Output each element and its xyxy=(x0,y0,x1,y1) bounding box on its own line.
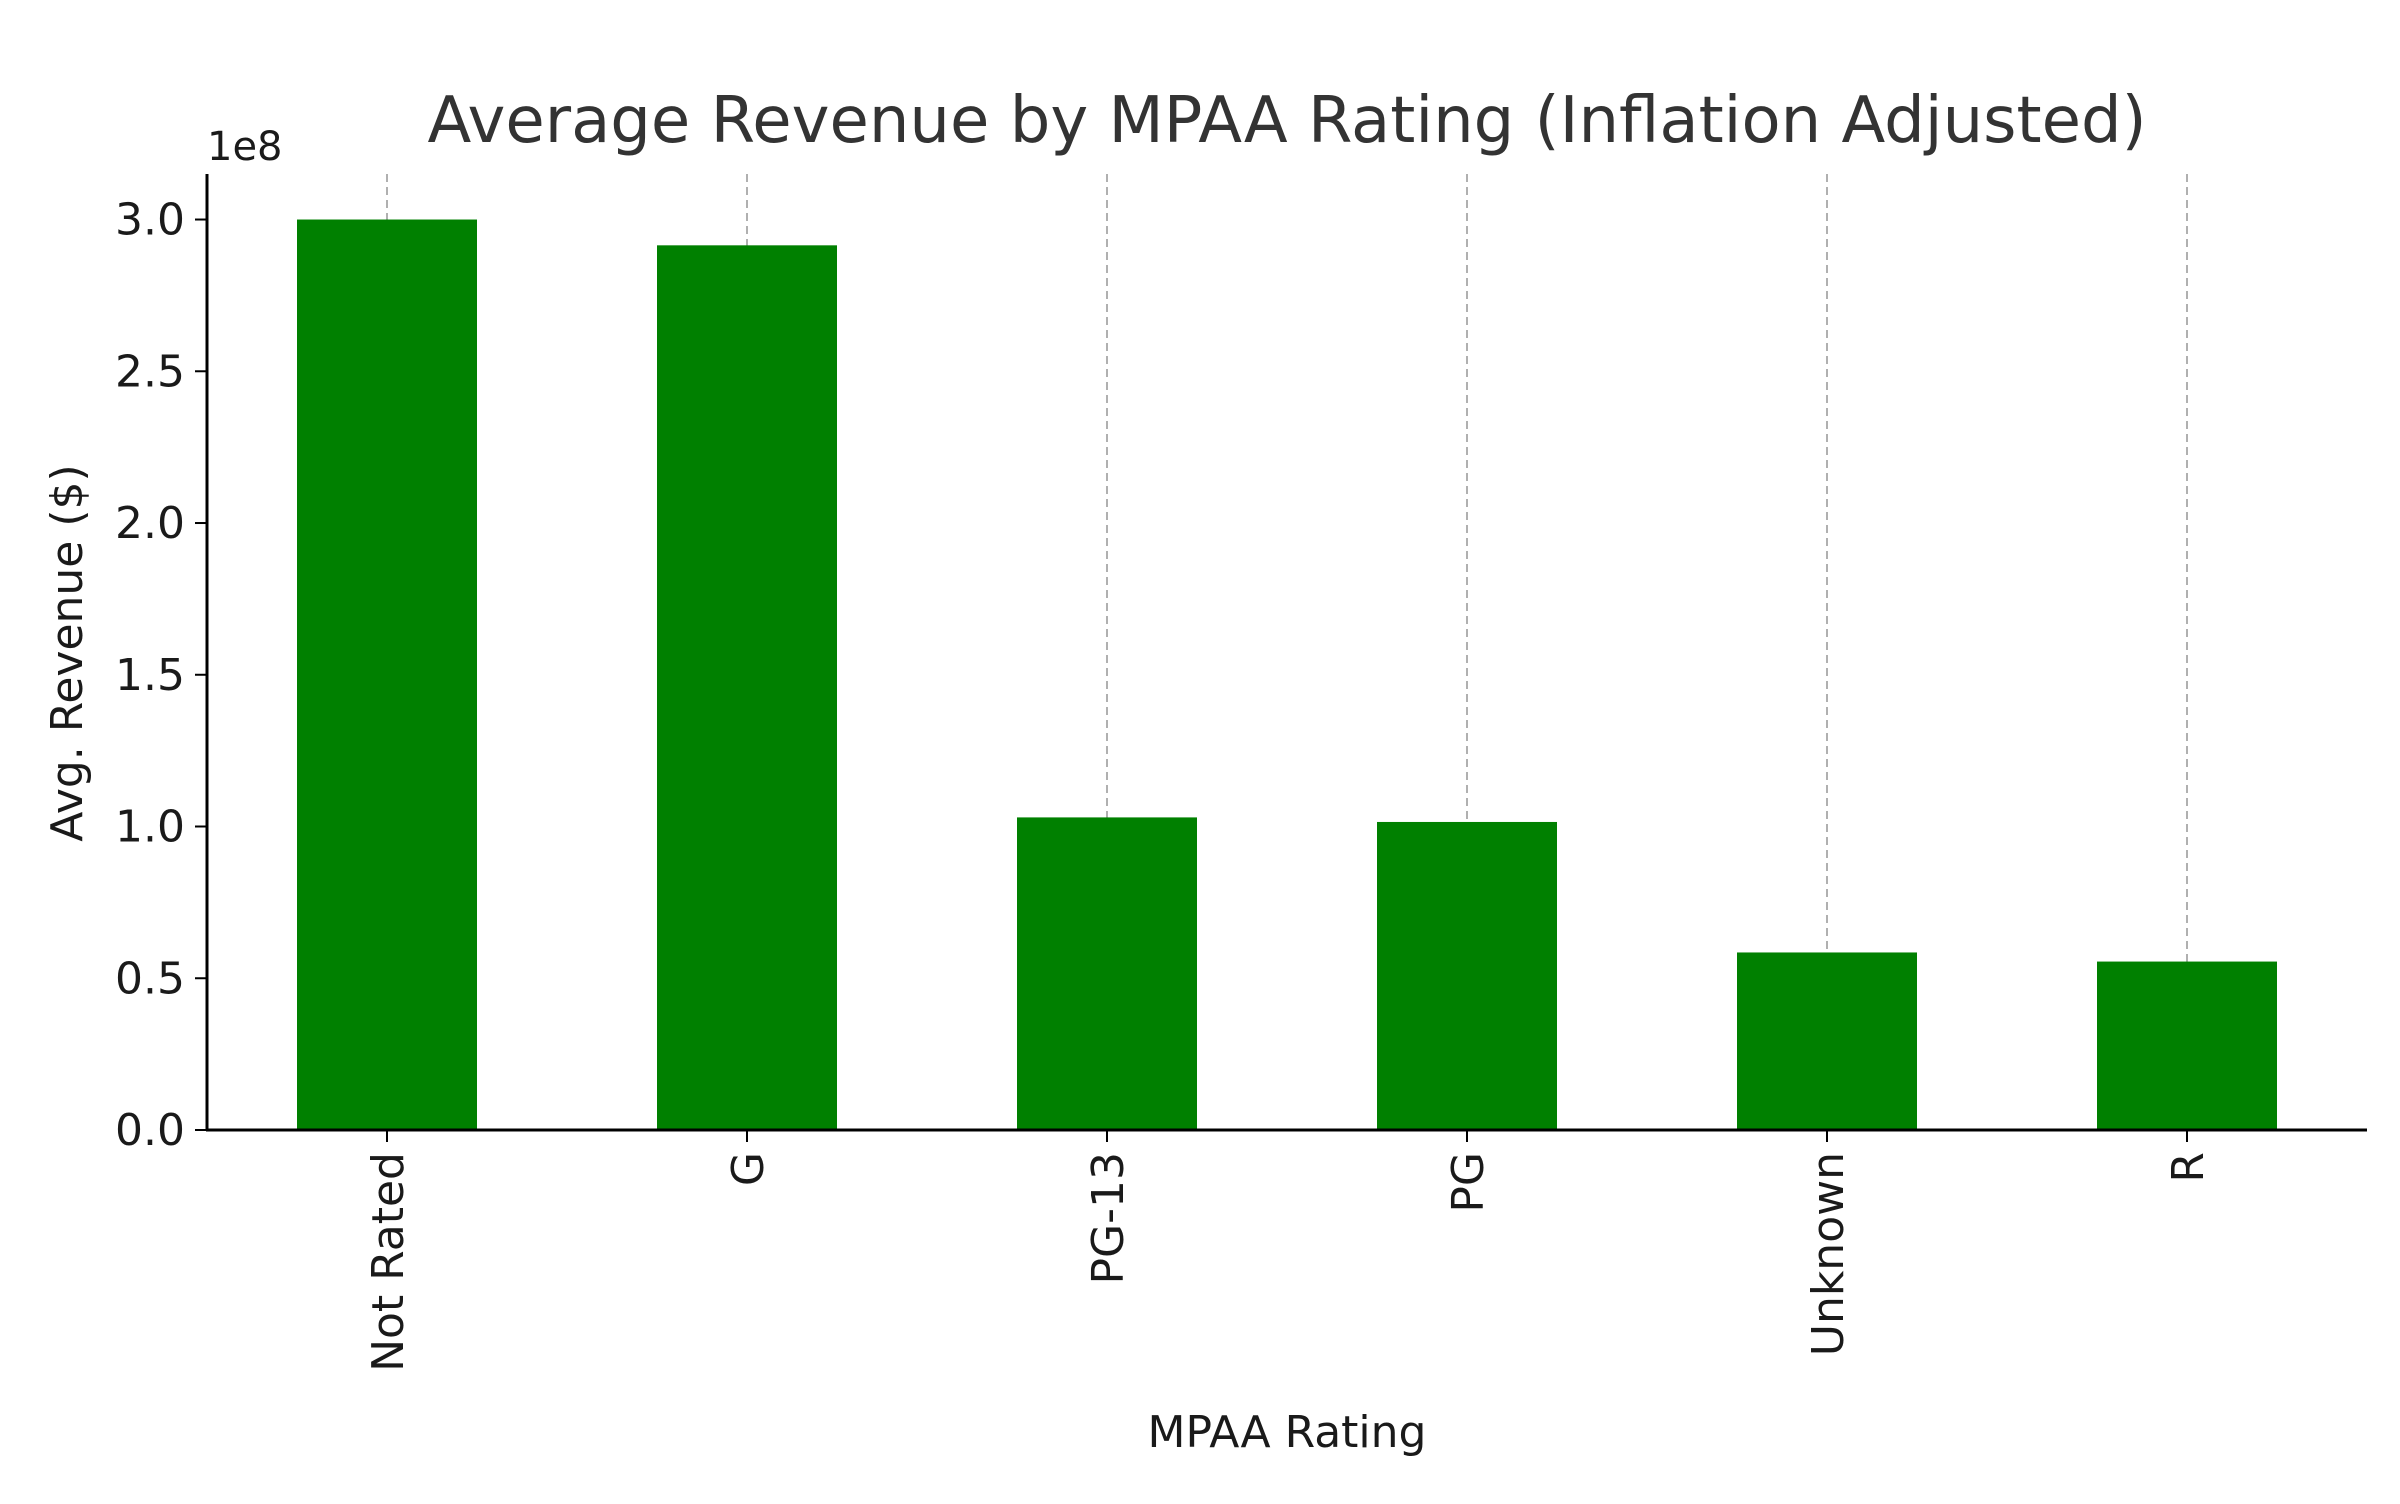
y-axis-label: Avg. Revenue ($) xyxy=(42,464,93,841)
y-ticks: 0.0 0.5 1.0 1.5 2.0 2.5 3.0 xyxy=(115,195,207,1156)
y-tick-label: 1.5 xyxy=(115,650,185,701)
x-tick-label: Not Rated xyxy=(363,1152,414,1372)
y-tick-label: 0.5 xyxy=(115,953,185,1004)
bar-unknown xyxy=(1737,952,1917,1130)
axes xyxy=(205,174,2367,1132)
x-tick-label: PG-13 xyxy=(1083,1152,1134,1285)
bar-r xyxy=(2097,961,2277,1130)
bars xyxy=(297,219,2277,1130)
x-tick-label: G xyxy=(723,1152,774,1186)
bar-pg xyxy=(1377,821,1557,1130)
bar-pg-13 xyxy=(1017,817,1197,1130)
x-axis-label: MPAA Rating xyxy=(1148,1407,1427,1458)
y-tick-label: 3.0 xyxy=(115,195,185,246)
x-tick-label: R xyxy=(2163,1152,2214,1183)
y-tick-label: 1.0 xyxy=(115,802,185,853)
y-tick-label: 2.5 xyxy=(115,346,185,397)
x-ticks: Not Rated G PG-13 PG Unknown R xyxy=(363,1130,2214,1372)
y-tick-label: 0.0 xyxy=(115,1105,185,1156)
y-axis-scale-label: 1e8 xyxy=(207,124,283,170)
y-tick-label: 2.0 xyxy=(115,498,185,549)
chart-title: Average Revenue by MPAA Rating (Inflatio… xyxy=(427,84,2146,158)
bar-g xyxy=(657,245,837,1130)
x-tick-label: Unknown xyxy=(1803,1152,1854,1356)
x-tick-label: PG xyxy=(1443,1152,1494,1213)
bar-not-rated xyxy=(297,219,477,1130)
